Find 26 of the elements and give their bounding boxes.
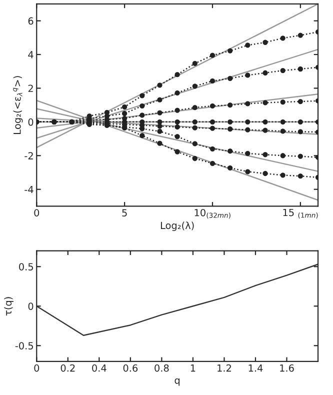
x-tick-label: 0.6 xyxy=(123,364,138,372)
y-tick-label: 2 xyxy=(28,84,33,92)
x-tick-label: 1.2 xyxy=(218,364,231,372)
x-tick-label: 0.8 xyxy=(154,364,169,372)
y-tick-label: -2 xyxy=(24,152,33,160)
x-tick-label: 15 $_{(1mn)}$ xyxy=(283,208,318,219)
y-axis-title: τ(q) xyxy=(4,297,14,316)
y-tick-label: 0 xyxy=(28,118,34,126)
x-tick-label: 10$_{(32mn)}$ xyxy=(194,208,230,219)
x-tick-label: 0.4 xyxy=(92,364,106,372)
y-tick-label: 6 xyxy=(28,17,34,25)
x-tick-label: 1 xyxy=(190,364,196,372)
x-axis-title: Log₂(λ) xyxy=(160,222,194,231)
x-tick-label: 1.6 xyxy=(280,364,294,372)
x-tick-label: 0 xyxy=(34,364,40,372)
x-axis-title: q xyxy=(174,378,180,386)
y-axis-title: Log₂(<ε$_{λ}$$^{q}$>) xyxy=(13,76,23,134)
x-tick-label: 0 xyxy=(34,209,40,216)
y-tick-label: -4 xyxy=(24,186,34,194)
x-tick-label: 0.2 xyxy=(60,364,75,372)
x-tick-label: 5 xyxy=(122,209,127,216)
y-tick-label: -0.5 xyxy=(15,342,34,350)
y-tick-label: 0.5 xyxy=(19,263,34,270)
y-tick-label: 0 xyxy=(28,302,34,310)
x-tick-label: 1.4 xyxy=(248,364,263,372)
y-tick-label: 4 xyxy=(28,51,34,58)
